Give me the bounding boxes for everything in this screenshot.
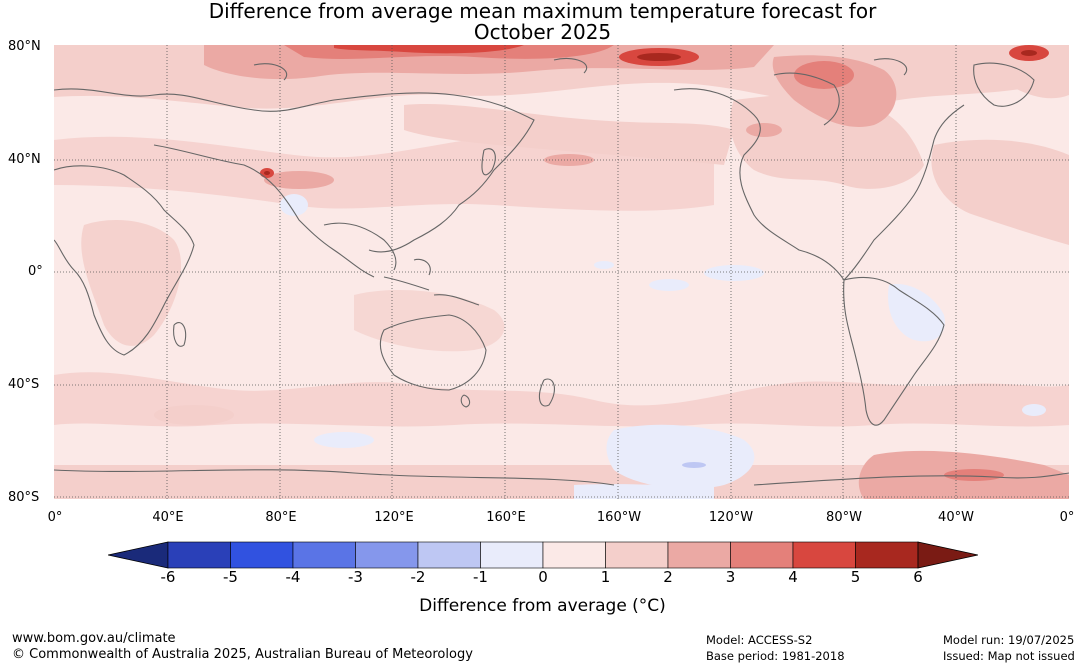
colorbar-tick-label: -2 — [410, 568, 426, 586]
colorbar-bin — [667, 541, 731, 569]
coastlines — [54, 57, 1069, 486]
colorbar-bin — [355, 541, 419, 569]
colorbar-tick-label: 2 — [663, 568, 673, 586]
lon-label-120w: 120°W — [708, 510, 754, 525]
colorbar-tick-label: -6 — [160, 568, 176, 586]
colorbar-extend-low — [108, 541, 169, 569]
colorbar — [108, 541, 978, 569]
colorbar-bin — [542, 541, 606, 569]
colorbar-bin — [230, 541, 294, 569]
footer-model-run: Model run: 19/07/2025 — [943, 633, 1075, 647]
colorbar-tick-label: 6 — [913, 568, 923, 586]
lon-label-160w: 160°W — [596, 510, 642, 525]
lon-label-40e: 40°E — [152, 510, 184, 525]
footer-copyright: © Commonwealth of Australia 2025, Austra… — [12, 647, 473, 662]
colorbar-tick-label: 4 — [788, 568, 798, 586]
colorbar-extend-high — [917, 541, 978, 569]
lat-label-80s: 80°S — [8, 490, 40, 505]
colorbar-tick-label: -4 — [285, 568, 301, 586]
colorbar-bin — [605, 541, 669, 569]
colorbar-bin — [855, 541, 919, 569]
colorbar-tick-label: -3 — [348, 568, 363, 586]
colorbar-bin — [480, 541, 544, 569]
lon-label-0: 0° — [47, 510, 63, 525]
colorbar-bin — [417, 541, 481, 569]
colorbar-tick-label: -5 — [223, 568, 238, 586]
lon-label-80e: 80°E — [265, 510, 297, 525]
colorbar-tick-label: 0 — [538, 568, 548, 586]
colorbar-tick-label: -1 — [473, 568, 488, 586]
lon-label-40w: 40°W — [938, 510, 974, 525]
lat-label-40n: 40°N — [8, 152, 41, 167]
forecast-map — [54, 45, 1069, 499]
lat-label-80n: 80°N — [8, 39, 41, 54]
colorbar-tick-label: 1 — [600, 568, 611, 586]
footer-website: www.bom.gov.au/climate — [12, 631, 176, 646]
map-title-line2: October 2025 — [473, 20, 612, 44]
lat-label-40s: 40°S — [8, 377, 40, 392]
lon-label-80w: 80°W — [826, 510, 862, 525]
colorbar-tick-label: 3 — [725, 568, 736, 586]
lon-label-0-east: 0° — [1059, 510, 1075, 525]
colorbar-tick-label: 5 — [850, 568, 861, 586]
footer-issued: Issued: Map not issued — [943, 649, 1075, 663]
map-shading — [54, 45, 1069, 499]
footer-base-period: Base period: 1981-2018 — [706, 649, 845, 663]
lat-label-equator: 0° — [28, 264, 43, 279]
map-title-line1: Difference from average mean maximum tem… — [208, 0, 877, 23]
footer-model: Model: ACCESS-S2 — [706, 633, 813, 647]
lon-label-120e: 120°E — [374, 510, 414, 525]
colorbar-label: Difference from average (°C) — [419, 596, 666, 616]
colorbar-bin — [167, 541, 231, 569]
colorbar-bin — [792, 541, 856, 569]
lon-label-160e: 160°E — [486, 510, 526, 525]
colorbar-bin — [730, 541, 794, 569]
colorbar-bin — [292, 541, 356, 569]
